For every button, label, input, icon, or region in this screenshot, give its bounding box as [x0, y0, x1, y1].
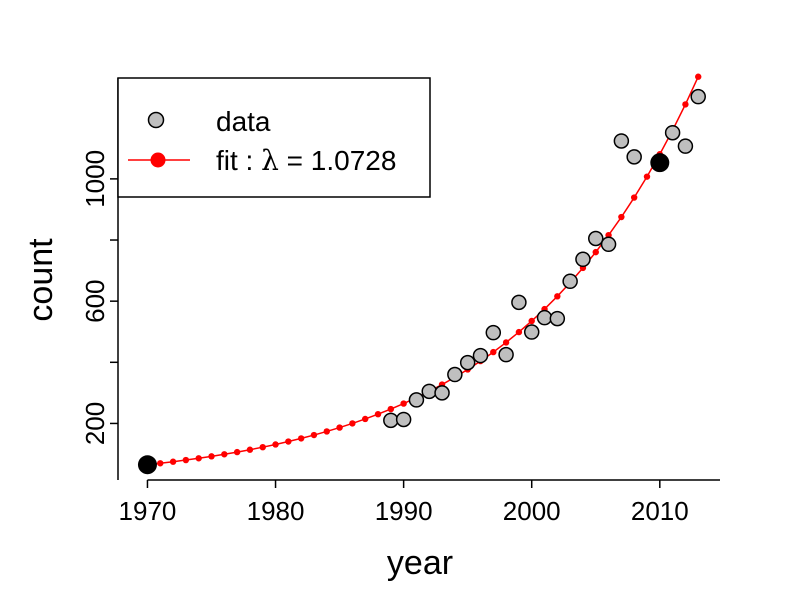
fit-point: [259, 443, 266, 451]
fit-point: [323, 428, 330, 435]
fit-point: [157, 460, 164, 467]
x-tick-label: 1970: [119, 496, 177, 526]
data-point: [498, 346, 514, 363]
data-point: [690, 88, 706, 105]
data-point: [626, 149, 642, 165]
data-point: [523, 324, 540, 340]
data-point: [600, 236, 617, 253]
fit-point: [221, 451, 228, 458]
fit-point: [682, 101, 689, 108]
legend-fit-label: fit : λ = 1.0728: [216, 144, 396, 177]
fit-point: [695, 73, 702, 80]
legend-fit-symbol: λ: [261, 144, 279, 177]
data-point: [485, 324, 502, 341]
data-point: [677, 138, 694, 154]
fit-point: [246, 446, 254, 453]
data-point: [472, 347, 489, 364]
fit-point: [310, 431, 318, 439]
legend-box: [117, 77, 431, 198]
y-tick-label: 1000: [80, 150, 110, 208]
fit-point: [349, 420, 356, 427]
data-point: [434, 385, 450, 401]
fit-point: [630, 194, 638, 201]
fit-point: [374, 410, 382, 418]
data-point: [408, 392, 425, 408]
legend: data fit : λ = 1.0728: [117, 77, 431, 198]
fit-point: [502, 339, 510, 346]
fit-point: [233, 448, 241, 456]
fit-point: [592, 248, 599, 256]
data-point: [383, 412, 399, 429]
x-tick-label: 2000: [503, 496, 561, 526]
data-point: [447, 366, 463, 383]
data-point: [536, 309, 553, 326]
data-point: [613, 133, 630, 149]
data-point: [575, 251, 591, 268]
fit-point: [169, 458, 177, 465]
y-tick-label: 600: [80, 279, 110, 322]
data-point: [421, 383, 437, 400]
fit-point: [618, 213, 625, 221]
fit-point: [336, 424, 343, 431]
x-tick-label: 1990: [375, 496, 433, 526]
data-point: [395, 411, 412, 428]
legend-data-marker: [147, 111, 165, 129]
fit-point: [285, 438, 292, 445]
fit-point: [195, 455, 202, 462]
data-point: [511, 294, 527, 311]
fit-point: [643, 173, 651, 180]
data-point: [549, 310, 566, 327]
anchor-points: [137, 153, 670, 475]
data-series: [383, 88, 706, 429]
anchor-point: [650, 153, 670, 173]
fit-point: [208, 453, 215, 460]
legend-fit-marker: [150, 152, 166, 168]
legend-fit-value: = 1.0728: [279, 145, 397, 176]
fit-point: [515, 328, 523, 336]
fit-point: [400, 400, 407, 407]
data-point: [459, 354, 476, 371]
x-axis-title: year: [387, 544, 453, 582]
data-point: [588, 230, 604, 247]
fit-point: [297, 435, 305, 442]
fit-point: [182, 456, 190, 464]
x-tick-label: 1980: [247, 496, 305, 526]
fit-point: [272, 441, 279, 448]
fit-point: [554, 293, 561, 300]
y-axis-title: count: [22, 238, 60, 322]
legend-data-label: data: [216, 106, 271, 137]
data-point: [562, 273, 578, 290]
legend-fit-prefix: fit :: [216, 145, 261, 176]
y-tick-label: 200: [80, 402, 110, 445]
x-tick-label: 2010: [631, 496, 689, 526]
fit-point: [362, 415, 369, 423]
fit-point: [490, 348, 497, 356]
fit-point: [387, 405, 395, 413]
anchor-point: [137, 455, 157, 475]
data-point: [664, 124, 681, 141]
fit-point: [528, 317, 535, 325]
